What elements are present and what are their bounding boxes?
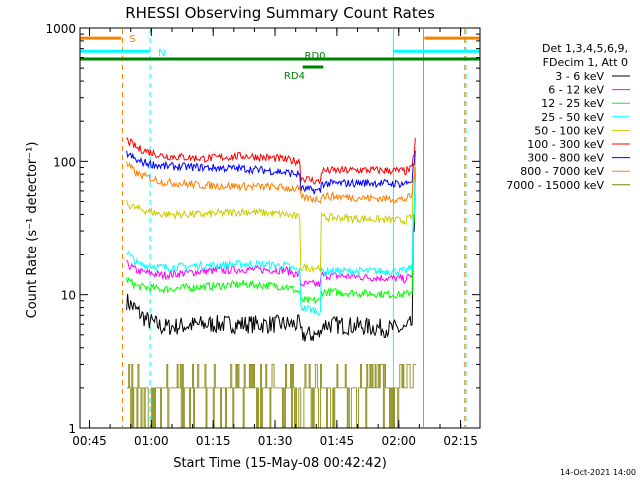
series-line-12-25 bbox=[126, 170, 416, 306]
y-tick-label: 1 bbox=[68, 422, 76, 436]
footer-timestamp: 14-Oct-2021 14:00 bbox=[560, 468, 636, 477]
x-tick-label: 02:15 bbox=[443, 434, 478, 448]
x-tick-label: 02:00 bbox=[381, 434, 416, 448]
y-axis-label: Count Rate (s⁻¹ detector⁻¹) bbox=[25, 142, 40, 319]
x-tick-label: 01:30 bbox=[258, 434, 293, 448]
legend-label-3-6: 3 - 6 keV bbox=[555, 70, 604, 83]
series-line-3-6 bbox=[126, 174, 416, 342]
series-line-50-100 bbox=[126, 155, 416, 274]
legend-header-1: Det 1,3,4,5,6,9, bbox=[542, 42, 628, 55]
series-lines bbox=[126, 137, 417, 429]
y-tick-label: 10 bbox=[61, 289, 76, 303]
legend-label-50-100: 50 - 100 keV bbox=[534, 124, 604, 137]
legend-label-12-25: 12 - 25 keV bbox=[541, 97, 604, 110]
y-tick-label: 100 bbox=[53, 155, 76, 169]
series-line-100-300 bbox=[126, 137, 416, 185]
legend-label-7000-15000: 7000 - 15000 keV bbox=[506, 179, 604, 192]
axes: 00:45 01:00 01:15 01:30 01:45 02:00 02:15 1 10 10… bbox=[45, 22, 480, 448]
x-axis-label: Start Time (15-May-08 00:42:42) bbox=[173, 456, 387, 471]
series-line-7000-15000 bbox=[126, 364, 417, 429]
legend-header-2: FDecim 1, Att 0 bbox=[543, 56, 628, 69]
x-tick-label: 01:45 bbox=[320, 434, 355, 448]
legend-label-25-50: 25 - 50 keV bbox=[541, 111, 604, 124]
annotation-label-s: S bbox=[129, 34, 135, 45]
legend: Det 1,3,4,5,6,9,FDecim 1, Att 03 - 6 keV… bbox=[506, 42, 630, 192]
plot-frame bbox=[79, 27, 481, 429]
legend-label-6-12: 6 - 12 keV bbox=[548, 84, 604, 97]
legend-label-100-300: 100 - 300 keV bbox=[527, 138, 604, 151]
series-line-25-50 bbox=[126, 167, 416, 316]
annotation-label-n: N bbox=[158, 48, 165, 59]
annotation-label-rd4: RD4 bbox=[284, 71, 305, 82]
chart-title: RHESSI Observing Summary Count Rates bbox=[125, 4, 435, 22]
y-tick-label: 1000 bbox=[45, 22, 76, 36]
annotation-label-rd0: RD0 bbox=[305, 51, 326, 62]
x-tick-label: 00:45 bbox=[72, 434, 107, 448]
series-line-6-12 bbox=[126, 167, 416, 288]
series-line-300-800 bbox=[126, 150, 416, 195]
series-line-800-7000 bbox=[126, 161, 416, 205]
legend-label-300-800: 300 - 800 keV bbox=[527, 152, 604, 165]
legend-label-800-7000: 800 - 7000 keV bbox=[520, 165, 604, 178]
x-tick-label: 01:00 bbox=[134, 434, 169, 448]
x-tick-label: 01:15 bbox=[196, 434, 231, 448]
